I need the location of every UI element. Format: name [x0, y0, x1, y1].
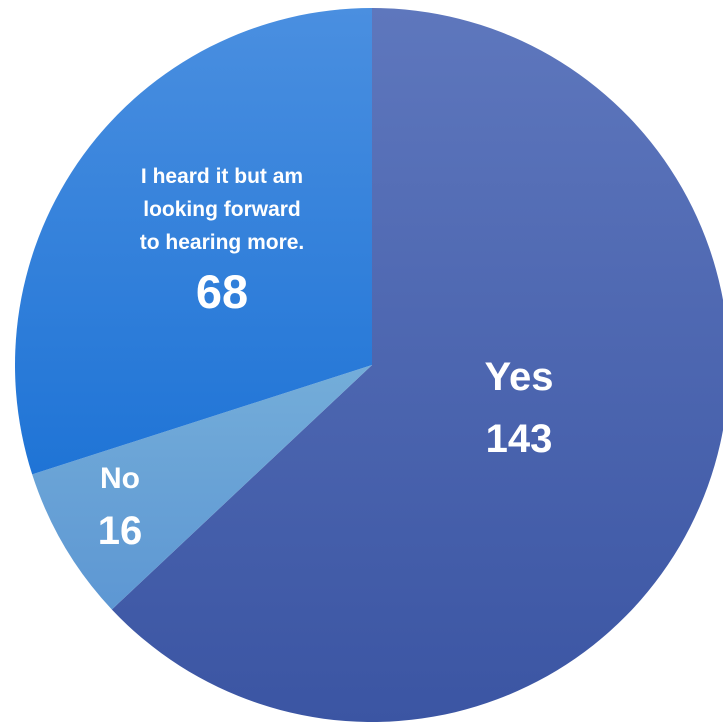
slice-yes-label: Yes	[485, 355, 554, 399]
slice-heard-label: I heard it but am looking forward to heari…	[140, 165, 305, 254]
slice-no	[32, 365, 373, 610]
slice-no-label: No	[100, 462, 140, 495]
slice-no-value: 16	[98, 509, 143, 553]
slice-yes	[111, 8, 723, 722]
slice-heard	[14, 8, 373, 475]
slice-heard-value: 68	[196, 265, 248, 318]
slice-yes-value: 143	[486, 417, 553, 461]
